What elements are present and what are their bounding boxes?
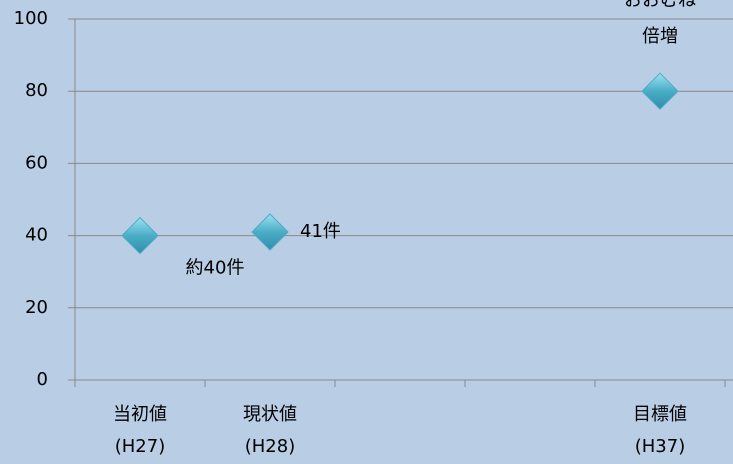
y-tick-label: 40 bbox=[25, 225, 48, 246]
x-tick-label: 目標値(H37) bbox=[633, 404, 687, 457]
data-label: 41件 bbox=[300, 221, 341, 242]
x-tick-label: 当初値(H27) bbox=[113, 404, 167, 457]
marker bbox=[251, 213, 289, 251]
y-tick-label: 0 bbox=[37, 369, 48, 390]
y-tick-label: 80 bbox=[25, 80, 48, 101]
marker bbox=[121, 216, 159, 255]
data-label: 約40件 bbox=[186, 258, 245, 279]
y-tick-label: 20 bbox=[25, 297, 48, 318]
marker bbox=[641, 72, 679, 110]
y-tick-label: 60 bbox=[25, 152, 48, 173]
data-label: おおむね倍増 bbox=[624, 0, 696, 47]
y-tick-label: 100 bbox=[14, 8, 48, 29]
x-tick-label: 現状値(H28) bbox=[243, 404, 297, 457]
